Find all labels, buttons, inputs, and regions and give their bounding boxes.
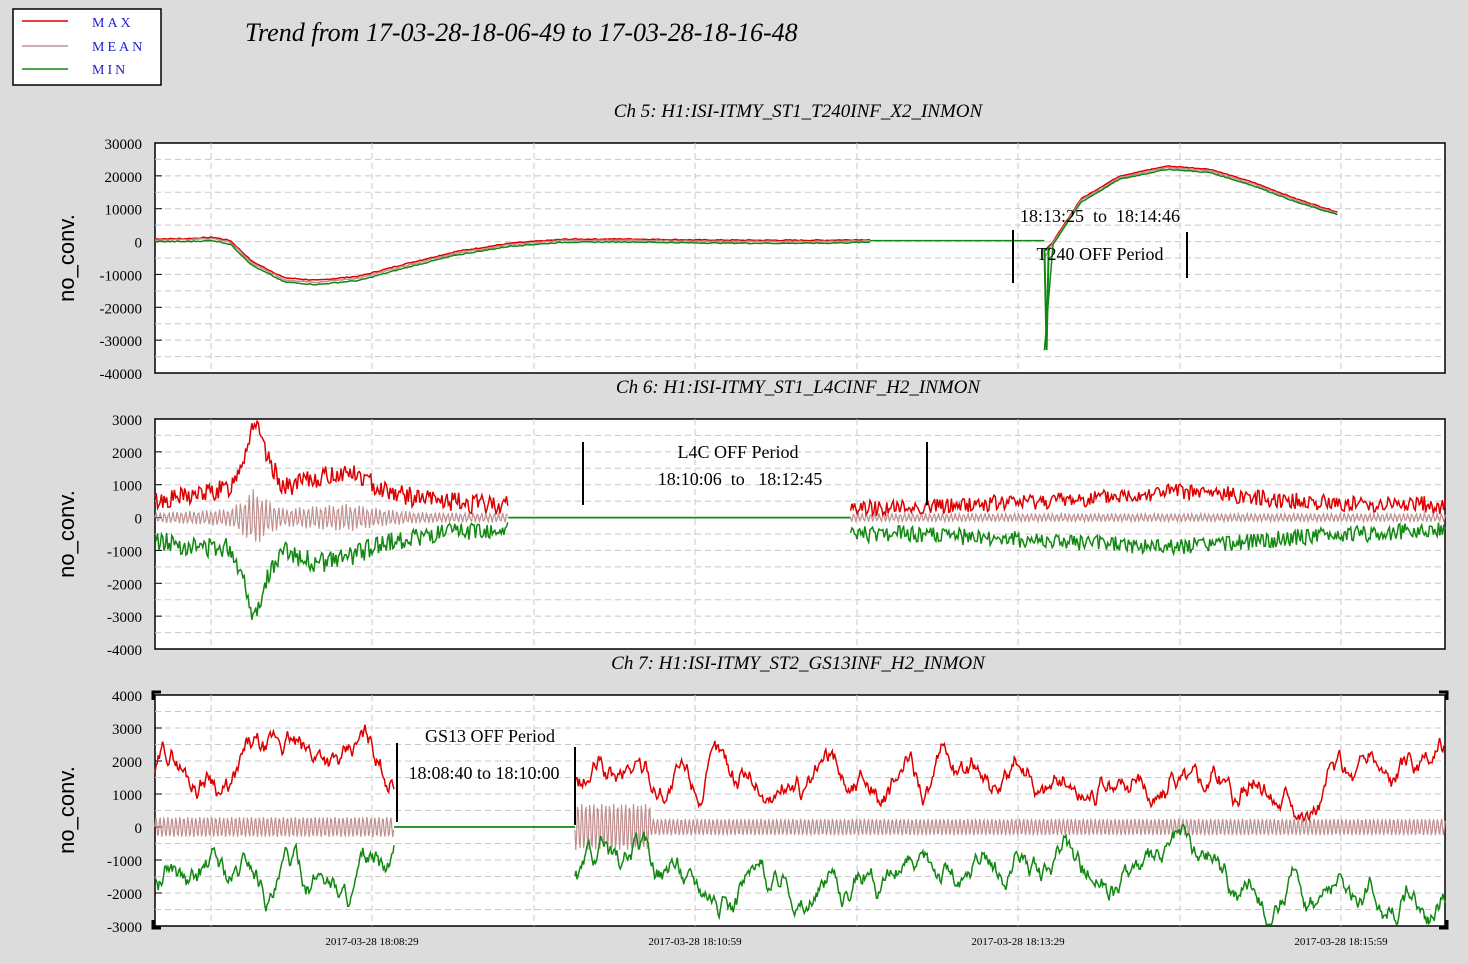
series-line-mean-after [850,511,1446,524]
series-line-min [154,239,871,286]
series-line-min-after [1043,168,1338,351]
ytick-label: 30000 [105,137,143,153]
xtick-label: 2017-03-28 18:08:29 [325,936,419,948]
ytick-label: -3000 [107,920,142,936]
series-line-min [154,522,509,621]
series-line-mean-after [574,803,1446,851]
series-line-mean [154,237,871,284]
ytick-label: 4000 [112,689,142,705]
ytick-label: 2000 [112,755,142,771]
legend: MAX MEAN MIN [12,8,162,86]
grid-ch6 [155,419,1445,649]
annotation-label-ch7: GS13 OFF Period [425,726,555,746]
ylabel-ch5: no_conv. [54,214,79,302]
ytick-label: 1000 [112,788,142,804]
yticks-ch6: 3000 2000 1000 0 -1000 -2000 -3000 -4000 [107,413,162,659]
annotation-time-ch7: 18:08:40 to 18:10:00 [408,763,559,783]
series-line-mean [154,816,395,838]
xtick-label: 2017-03-28 18:10:59 [648,936,742,948]
series-ch5 [154,165,1338,351]
figure-title: Trend from 17-03-28-18-06-49 to 17-03-28… [245,18,798,47]
xticks-ch7: 2017-03-28 18:08:29 2017-03-28 18:10:59 20… [325,936,1388,948]
panel-ch7: Ch 7: H1:ISI-ITMY_ST2_GS13INF_H2_INMON 4… [54,653,1449,948]
series-line-max-after [849,483,1446,519]
annotation-time-ch6: 18:10:06 to 18:12:45 [658,469,823,489]
yticks-ch5: 30000 20000 10000 0 -10000 -20000 -30000 -40000 [100,137,162,383]
ytick-label: 3000 [112,413,142,429]
xtick-label: 2017-03-28 18:13:29 [971,936,1065,948]
series-line-max-after [574,737,1446,823]
ytick-label: 0 [135,512,143,528]
annotation-label-ch5: T240 OFF Period [1036,244,1163,264]
ytick-label: 10000 [105,203,143,219]
panel-ch5: Ch 5: H1:ISI-ITMY_ST1_T240INF_X2_INMON 3… [54,101,1446,383]
grid-ch7 [155,695,1445,926]
yticks-ch7: 4000 3000 2000 1000 0 -1000 -2000 -3000 [107,689,162,936]
series-line-max [154,236,871,281]
series-line-max-after [1043,165,1338,252]
annotation-label-ch6: L4C OFF Period [677,442,798,462]
ytick-label: -1000 [107,854,142,870]
panel-title-ch7: Ch 7: H1:ISI-ITMY_ST2_GS13INF_H2_INMON [611,653,986,674]
ylabel-ch7: no_conv. [54,766,79,854]
series-line-min-after [574,823,1446,926]
ytick-label: -40000 [100,367,143,383]
series-ch6 [154,419,1446,621]
panel-title-ch5: Ch 5: H1:ISI-ITMY_ST1_T240INF_X2_INMON [614,101,984,122]
ytick-label: 0 [135,236,143,252]
ytick-label: -2000 [107,577,142,593]
series-ch7 [154,724,1446,926]
panel-title-ch6: Ch 6: H1:ISI-ITMY_ST1_L4CINF_H2_INMON [616,377,982,398]
ylabel-ch6: no_conv. [54,490,79,578]
ytick-label: -30000 [100,334,143,350]
series-line-mean-after [1043,166,1338,259]
ytick-label: 2000 [112,446,142,462]
series-line-max [154,724,395,799]
corner-handles-ch7[interactable] [151,690,1449,930]
grid-ch5 [155,143,1445,373]
series-line-min-after [849,522,1446,557]
series-line-mean [154,489,509,543]
ytick-label: 0 [135,821,143,837]
ytick-label: -4000 [107,643,142,659]
annotation-time-ch5: 18:13:25 to 18:14:46 [1020,206,1180,226]
series-line-max [154,419,509,515]
ytick-label: -10000 [100,268,143,284]
ytick-label: -3000 [107,610,142,626]
ytick-label: -2000 [107,887,142,903]
legend-label-mean: MEAN [92,40,145,55]
xtick-label: 2017-03-28 18:15:59 [1294,936,1388,948]
panel-ch6: Ch 6: H1:ISI-ITMY_ST1_L4CINF_H2_INMON 30… [54,377,1446,659]
ytick-label: 1000 [112,479,142,495]
legend-label-min: MIN [92,63,128,78]
legend-label-max: MAX [92,16,134,31]
ytick-label: -1000 [107,544,142,560]
series-line-min [154,842,395,912]
ytick-label: 3000 [112,722,142,738]
ytick-label: 20000 [105,170,143,186]
ytick-label: -20000 [100,301,143,317]
min-spike [1043,246,1050,351]
